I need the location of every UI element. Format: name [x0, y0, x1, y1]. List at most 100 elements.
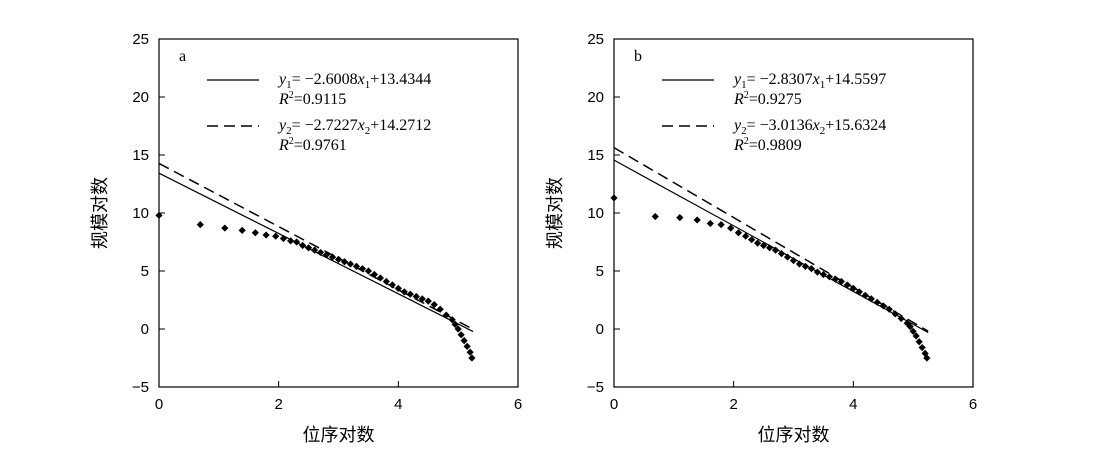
- data-point: [825, 273, 833, 281]
- legend-equation-y1: y1= −2.6008x1+13.4344: [277, 71, 431, 91]
- data-point: [849, 284, 857, 292]
- y-tick-label: 20: [132, 89, 149, 106]
- y-tick-label: 5: [141, 263, 149, 280]
- data-point: [448, 316, 456, 324]
- x-tick-label: 2: [729, 396, 737, 413]
- data-point: [370, 270, 378, 279]
- y-tick-label: 25: [587, 31, 604, 48]
- data-point: [310, 246, 319, 254]
- data-point: [819, 270, 828, 279]
- data-point: [813, 268, 822, 276]
- data-point: [304, 244, 313, 252]
- data-point: [915, 338, 923, 346]
- data-point: [873, 298, 881, 306]
- data-point: [328, 253, 337, 261]
- data-point: [406, 290, 414, 298]
- x-tick-label: 4: [394, 396, 402, 413]
- data-point: [651, 212, 659, 221]
- panel-letter: b: [634, 48, 642, 65]
- data-point: [442, 311, 450, 319]
- data-point: [376, 274, 384, 282]
- data-point: [748, 236, 756, 244]
- data-point: [754, 239, 762, 247]
- data-point: [155, 211, 163, 219]
- data-point: [918, 343, 926, 352]
- legend-r2-y1: R2=0.9275: [733, 90, 802, 108]
- data-point: [783, 253, 792, 261]
- data-point: [364, 267, 373, 275]
- data-point: [358, 265, 367, 273]
- y-axis-title: 规模对数: [90, 177, 111, 249]
- data-point: [430, 301, 438, 309]
- data-point: [418, 295, 426, 303]
- data-point: [727, 224, 735, 232]
- data-point: [468, 354, 476, 362]
- data-point: [906, 323, 914, 331]
- data-point: [394, 284, 402, 292]
- data-point: [436, 305, 444, 313]
- data-point: [891, 310, 899, 318]
- data-point: [272, 232, 280, 240]
- data-point: [352, 262, 361, 270]
- y-tick-label: 20: [587, 89, 604, 106]
- data-point: [867, 295, 875, 303]
- x-tick-label: 4: [849, 396, 857, 413]
- data-point: [843, 281, 851, 289]
- data-point: [807, 265, 816, 273]
- data-point: [610, 194, 618, 202]
- data-point: [451, 320, 459, 328]
- data-point: [885, 305, 893, 313]
- fit-line-y1: [158, 172, 474, 333]
- data-point: [316, 248, 325, 257]
- data-point: [454, 325, 462, 333]
- data-point: [831, 275, 839, 283]
- data-point: [382, 277, 390, 286]
- data-point: [759, 241, 768, 250]
- x-axis-title: 位序对数: [303, 425, 375, 446]
- y-tick-label: 0: [141, 321, 149, 338]
- legend-r2-y1: R2=0.9115: [278, 90, 346, 108]
- data-point: [463, 342, 471, 350]
- data-point: [706, 219, 714, 228]
- y-tick-label: 15: [132, 147, 149, 164]
- data-point: [923, 354, 931, 362]
- data-point: [457, 331, 465, 339]
- data-point: [742, 232, 750, 240]
- y-tick-label: 10: [587, 205, 604, 222]
- y-tick-label: −5: [587, 379, 604, 396]
- data-point: [909, 327, 917, 335]
- fit-line-y2: [158, 162, 474, 330]
- chart-panel-a: −5 0 5 10 15 20 25 0 2 4 6 位序对数 规模对数 a y1= −2.6008x1+1…: [90, 31, 522, 446]
- data-point: [693, 216, 701, 224]
- legend-equation-y1: y1= −2.8307x1+14.5597: [732, 71, 886, 91]
- data-point: [340, 258, 349, 266]
- data-point: [861, 291, 869, 299]
- x-tick-label: 6: [514, 396, 522, 413]
- data-point: [262, 231, 270, 239]
- data-point: [251, 229, 259, 237]
- legend-r2-y2: R2=0.9761: [278, 136, 347, 154]
- data-point: [322, 251, 331, 259]
- x-tick-label: 0: [155, 396, 163, 413]
- data-point: [424, 297, 432, 305]
- data-point: [466, 348, 474, 356]
- data-point: [777, 250, 786, 258]
- legend-equation-y2: y2= −3.0136x2+15.6324: [732, 117, 886, 137]
- data-point: [912, 332, 920, 340]
- data-point: [238, 226, 246, 234]
- data-point: [897, 314, 905, 323]
- data-point: [279, 234, 288, 243]
- data-point: [676, 214, 684, 222]
- fit-line-y2: [613, 147, 929, 332]
- y-tick-label: −5: [132, 379, 149, 396]
- data-point: [196, 221, 204, 229]
- data-point: [855, 288, 863, 296]
- data-point: [388, 281, 396, 289]
- data-point: [293, 238, 301, 246]
- data-point: [221, 224, 229, 232]
- y-axis-title: 规模对数: [545, 177, 566, 249]
- legend-r2-y2: R2=0.9809: [733, 136, 802, 154]
- data-point: [765, 244, 774, 252]
- data-point: [346, 260, 355, 268]
- y-tick-label: 5: [596, 263, 604, 280]
